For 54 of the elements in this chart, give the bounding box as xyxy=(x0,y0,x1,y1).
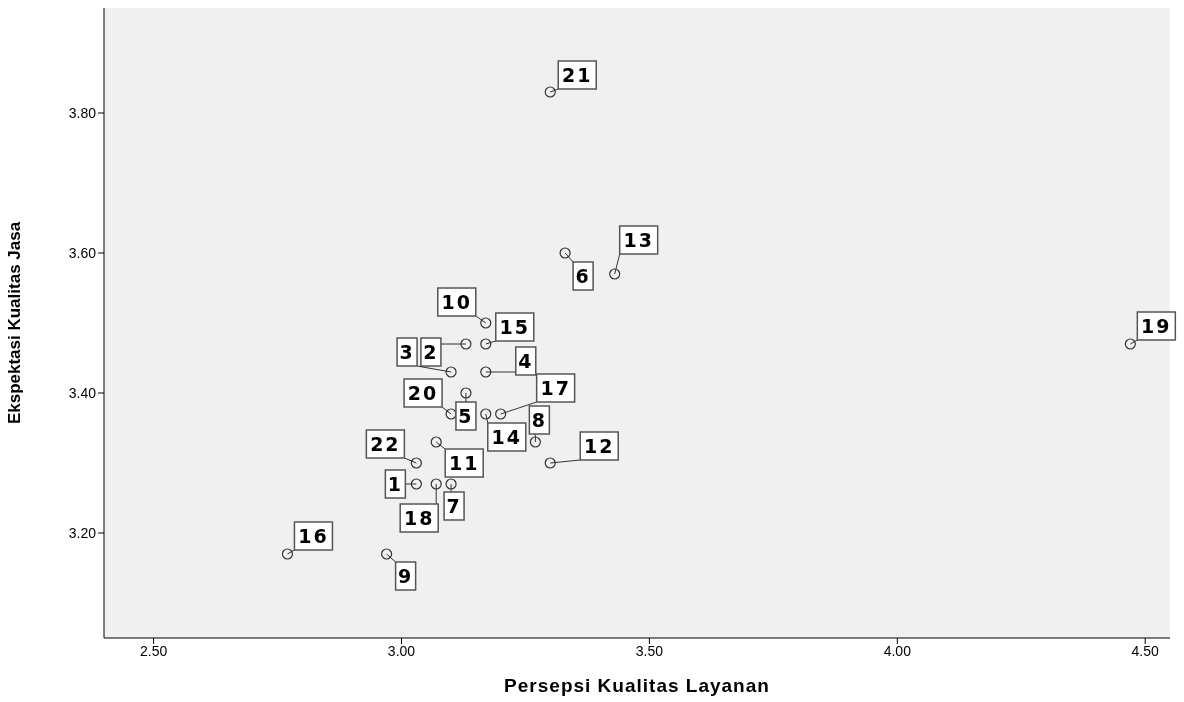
annotation: 9 xyxy=(398,565,414,587)
point xyxy=(410,457,422,469)
y-tick-label: 3.20 xyxy=(68,524,97,541)
point xyxy=(480,408,492,420)
x-tick-label: 3.00 xyxy=(387,642,416,659)
point xyxy=(430,478,442,490)
annotation: 6 xyxy=(575,265,591,287)
annotation: 20 xyxy=(407,382,439,404)
annotation: 3 xyxy=(399,341,415,363)
point xyxy=(460,387,472,399)
y-tick-label: 3.60 xyxy=(68,244,97,261)
annotation: 8 xyxy=(531,409,547,431)
x-axis-title: Persepsi Kualitas Layanan xyxy=(504,675,770,696)
point xyxy=(445,478,457,490)
annotation: 18 xyxy=(403,507,435,529)
point xyxy=(480,338,492,350)
annotation: 7 xyxy=(446,495,462,517)
point xyxy=(480,366,492,378)
point xyxy=(480,317,492,329)
annotation: 16 xyxy=(298,525,329,547)
annotation: 12 xyxy=(584,435,615,457)
annotation: 1 xyxy=(387,473,403,495)
y-tick-label: 3.40 xyxy=(68,384,97,401)
annotation: 17 xyxy=(540,377,571,399)
point xyxy=(529,436,541,448)
point xyxy=(460,338,472,350)
x-tick-label: 3.50 xyxy=(635,642,664,659)
point xyxy=(381,548,393,560)
annotation: 14 xyxy=(491,426,522,448)
point xyxy=(544,86,556,98)
point xyxy=(281,548,294,560)
y-axis-title: Ekspektasi Kualitas Jasa xyxy=(5,221,25,425)
point xyxy=(495,408,507,420)
y-tick-label: 3.80 xyxy=(68,104,97,121)
annotation: 19 xyxy=(1141,315,1172,337)
annotation: 11 xyxy=(448,452,480,474)
annotation: 22 xyxy=(370,433,401,455)
annotation: 15 xyxy=(499,316,530,338)
point xyxy=(544,457,556,469)
point xyxy=(410,478,422,490)
x-tick-label: 2.50 xyxy=(139,642,168,659)
annotation: 5 xyxy=(458,405,474,427)
point xyxy=(445,366,457,378)
annotation: 21 xyxy=(562,64,593,86)
annotation: 4 xyxy=(518,350,534,372)
annotation: 2 xyxy=(423,341,439,363)
point xyxy=(609,268,621,280)
point xyxy=(1124,338,1136,350)
point xyxy=(559,247,571,259)
annotation: 10 xyxy=(441,291,472,313)
annotation: 13 xyxy=(623,229,654,251)
x-tick-label: 4.50 xyxy=(1131,642,1160,659)
point xyxy=(430,436,442,448)
x-tick-label: 4.00 xyxy=(883,642,912,659)
